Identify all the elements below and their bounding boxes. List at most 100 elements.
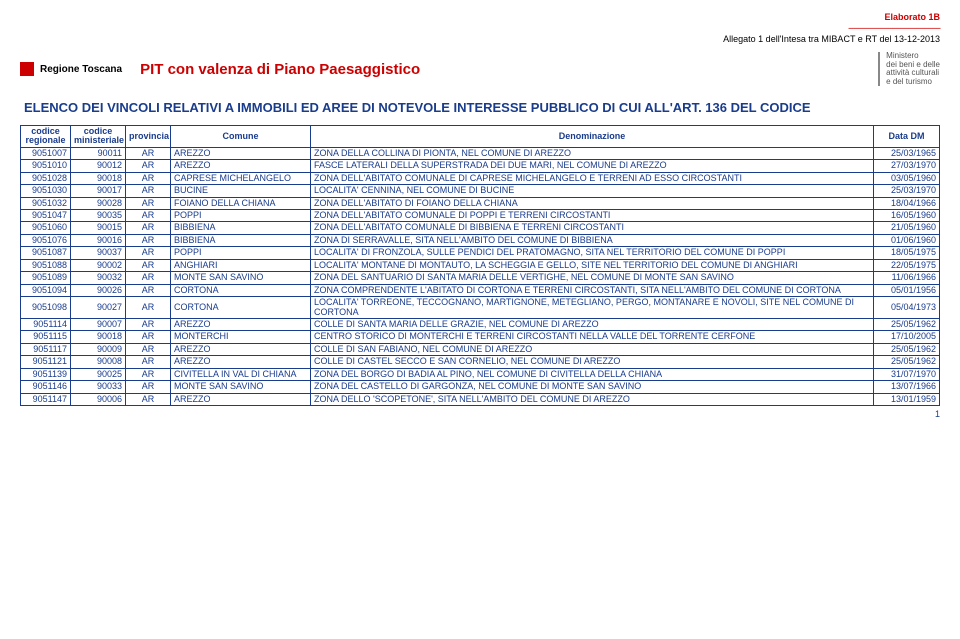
cell-denominazione: ZONA DELL'ABITATO COMUNALE DI CAPRESE MI… [311,172,874,184]
table-row: 905107690016ARBIBBIENAZONA DI SERRAVALLE… [21,234,940,246]
cell-provincia: AR [126,356,171,368]
cell-comune: MONTE SAN SAVINO [171,381,311,393]
table-row: 905114790006ARAREZZOZONA DELLO 'SCOPETON… [21,393,940,405]
col-denominazione: Denominazione [311,125,874,147]
cell-comune: POPPI [171,247,311,259]
header-bar: Regione Toscana PIT con valenza di Piano… [20,52,940,86]
cell-denominazione: COLLE DI SANTA MARIA DELLE GRAZIE, NEL C… [311,318,874,330]
cell-codice-ministeriale: 90008 [71,356,126,368]
cell-codice-regionale: 9051032 [21,197,71,209]
cell-denominazione: LOCALITA' DI FRONZOLA, SULLE PENDICI DEL… [311,247,874,259]
cell-provincia: AR [126,284,171,296]
data-table: codiceregionale codiceministeriale provi… [20,125,940,406]
cell-provincia: AR [126,172,171,184]
cell-codice-regionale: 9051089 [21,272,71,284]
table-row: 905103290028ARFOIANO DELLA CHIANAZONA DE… [21,197,940,209]
cell-codice-regionale: 9051121 [21,356,71,368]
cell-denominazione: CENTRO STORICO DI MONTERCHI E TERRENI CI… [311,331,874,343]
cell-codice-ministeriale: 90037 [71,247,126,259]
cell-data: 22/05/1975 [874,259,940,271]
cell-data: 16/05/1960 [874,210,940,222]
doc-header-right: Elaborato 1B ---------------------------… [20,12,940,44]
cell-data: 05/01/1956 [874,284,940,296]
col-provincia: provincia [126,125,171,147]
cell-comune: MONTE SAN SAVINO [171,272,311,284]
cell-denominazione: ZONA DELL'ABITATO COMUNALE DI BIBBIENA E… [311,222,874,234]
cell-data: 01/06/1960 [874,234,940,246]
cell-codice-ministeriale: 90016 [71,234,126,246]
cell-codice-ministeriale: 90002 [71,259,126,271]
cell-provincia: AR [126,272,171,284]
cell-data: 03/05/1960 [874,172,940,184]
cell-provincia: AR [126,331,171,343]
table-row: 905109890027ARCORTONALOCALITA' TORREONE,… [21,297,940,319]
cell-codice-regionale: 9051098 [21,297,71,319]
cell-provincia: AR [126,259,171,271]
cell-codice-ministeriale: 90028 [71,197,126,209]
document-title: PIT con valenza di Piano Paesaggistico [140,61,860,78]
cell-codice-regionale: 9051114 [21,318,71,330]
cell-provincia: AR [126,368,171,380]
table-row: 905113990025ARCIVITELLA IN VAL DI CHIANA… [21,368,940,380]
cell-codice-regionale: 9051088 [21,259,71,271]
cell-provincia: AR [126,297,171,319]
cell-codice-ministeriale: 90035 [71,210,126,222]
cell-provincia: AR [126,381,171,393]
cell-codice-regionale: 9051147 [21,393,71,405]
cell-codice-ministeriale: 90033 [71,381,126,393]
col-codice-regionale: codiceregionale [21,125,71,147]
cell-codice-regionale: 9051030 [21,185,71,197]
cell-denominazione: LOCALITA' TORREONE, TECCOGNANO, MARTIGNO… [311,297,874,319]
table-row: 905102890018ARCAPRESE MICHELANGELOZONA D… [21,172,940,184]
cell-comune: CORTONA [171,297,311,319]
cell-comune: AREZZO [171,343,311,355]
cell-comune: CAPRESE MICHELANGELO [171,172,311,184]
cell-provincia: AR [126,197,171,209]
cell-codice-regionale: 9051139 [21,368,71,380]
cell-denominazione: COLLE DI SAN FABIANO, NEL COMUNE DI AREZ… [311,343,874,355]
cell-denominazione: ZONA DI SERRAVALLE, SITA NELL'AMBITO DEL… [311,234,874,246]
cell-provincia: AR [126,222,171,234]
table-row: 905108790037ARPOPPILOCALITA' DI FRONZOLA… [21,247,940,259]
cell-data: 27/03/1970 [874,160,940,172]
cell-comune: CORTONA [171,284,311,296]
cell-provincia: AR [126,185,171,197]
cell-denominazione: ZONA DELL'ABITATO DI FOIANO DELLA CHIANA [311,197,874,209]
cell-comune: POPPI [171,210,311,222]
cell-codice-regionale: 9051028 [21,172,71,184]
cell-denominazione: ZONA DELLO 'SCOPETONE', SITA NELL'AMBITO… [311,393,874,405]
cell-data: 13/07/1966 [874,381,940,393]
cell-codice-regionale: 9051060 [21,222,71,234]
table-row: 905103090017ARBUCINELOCALITA' CENNINA, N… [21,185,940,197]
cell-denominazione: ZONA DELL'ABITATO COMUNALE DI POPPI E TE… [311,210,874,222]
cell-comune: AREZZO [171,147,311,159]
cell-codice-ministeriale: 90017 [71,185,126,197]
table-row: 905108890002ARANGHIARILOCALITA' MONTANE … [21,259,940,271]
cell-data: 21/05/1960 [874,222,940,234]
cell-comune: AREZZO [171,318,311,330]
cell-data: 25/05/1962 [874,343,940,355]
cell-comune: FOIANO DELLA CHIANA [171,197,311,209]
cell-data: 25/03/1965 [874,147,940,159]
cell-comune: MONTERCHI [171,331,311,343]
cell-data: 25/05/1962 [874,356,940,368]
cell-codice-ministeriale: 90025 [71,368,126,380]
cell-provincia: AR [126,393,171,405]
table-row: 905100790011ARAREZZOZONA DELLA COLLINA D… [21,147,940,159]
cell-codice-regionale: 9051087 [21,247,71,259]
table-row: 905108990032ARMONTE SAN SAVINOZONA DEL S… [21,272,940,284]
cell-codice-regionale: 9051047 [21,210,71,222]
table-row: 905111590018ARMONTERCHICENTRO STORICO DI… [21,331,940,343]
cell-provincia: AR [126,210,171,222]
table-row: 905114690033ARMONTE SAN SAVINOZONA DEL C… [21,381,940,393]
region-logo: Regione Toscana [20,62,122,76]
cell-data: 17/10/2005 [874,331,940,343]
cell-comune: BIBBIENA [171,222,311,234]
table-row: 905111790009ARAREZZOCOLLE DI SAN FABIANO… [21,343,940,355]
cell-comune: AREZZO [171,356,311,368]
cell-denominazione: ZONA DEL SANTUARIO DI SANTA MARIA DELLE … [311,272,874,284]
cell-codice-regionale: 9051076 [21,234,71,246]
cell-provincia: AR [126,343,171,355]
cell-data: 05/04/1973 [874,297,940,319]
cell-denominazione: LOCALITA' MONTANE DI MONTAUTO, LA SCHEGG… [311,259,874,271]
